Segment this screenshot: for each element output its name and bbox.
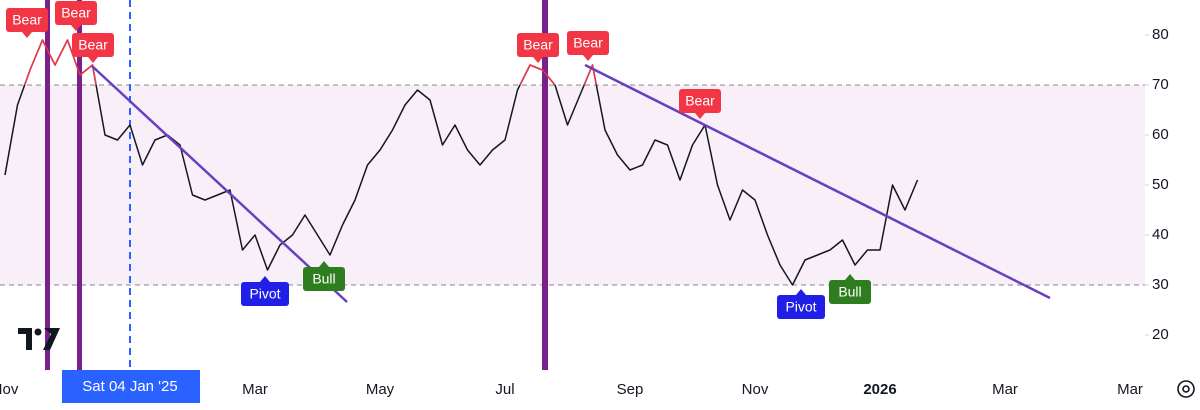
annotation: Bear [679,89,721,119]
annotation-pointer [533,57,543,63]
annotation-box [777,295,825,319]
annotation: Bear [517,33,559,63]
y-tick-label: 70 [1152,76,1169,93]
annotation-pointer [71,25,81,31]
annotation-label: Bear [523,37,553,53]
annotation-label: Pivot [785,299,816,315]
x-tick-label: Jul [495,381,514,398]
event-lines [45,0,548,370]
annotation-label: Bear [61,5,91,21]
annotation-box [829,280,871,304]
settings-core[interactable] [1182,385,1190,393]
annotation-pointer [319,261,329,267]
y-tick-label: 80 [1152,26,1169,43]
x-tick-label: Mar [992,381,1018,398]
y-tick-label: 40 [1152,226,1169,243]
rsi-line [4,39,919,286]
annotation-pointer [260,276,270,282]
logo-part [18,328,32,350]
logo-part [34,328,42,336]
annotation-box [241,282,289,306]
annotation-box [6,8,48,32]
annotation-pointer [22,32,32,38]
annotation-box [517,33,559,57]
x-tick-label: 2026 [863,381,896,398]
annotation: Bear [72,33,114,63]
event-line [77,0,82,370]
price-axis-panel [1145,0,1200,370]
trendlines [91,63,1051,303]
annotation-box [55,1,97,25]
annotation: Bear [6,8,48,38]
annotation-label: Bear [78,37,108,53]
y-tick-label: 30 [1152,276,1169,293]
crosshair-label-bg [62,370,200,403]
annotation-label: Bear [573,35,603,51]
annotation: Bull [829,274,871,304]
band [0,85,1145,285]
x-tick-label: May [366,381,395,398]
annotation-box [72,33,114,57]
event-line [45,0,50,370]
event-line [542,0,548,370]
crosshair-label: Sat 04 Jan '25 [82,378,177,395]
annotation-box [303,267,345,291]
annotation-label: Bull [838,284,861,300]
annotation-pointer [695,113,705,119]
annotation-label: Pivot [249,286,280,302]
trendline [91,65,348,303]
trendline [584,63,1051,300]
annotation: Pivot [241,276,289,306]
annotation-pointer [583,55,593,61]
annotation: Pivot [777,289,825,319]
y-tick-label: 50 [1152,176,1169,193]
logo [18,328,60,350]
annotation-pointer [88,57,98,63]
y-tick-label: 60 [1152,126,1169,143]
settings-ring[interactable] [1177,380,1195,398]
annotation-pointer [796,289,806,295]
annotation: Bull [303,261,345,291]
settings-icon[interactable] [1177,380,1195,398]
x-tick-label: Nov [742,381,769,398]
annotation-label: Bear [685,93,715,109]
x-tick-label: Mar [1117,381,1143,398]
logo-part [43,328,60,350]
annotation: Bear [55,1,97,31]
annotation-label: Bull [312,271,335,287]
x-tick-label: Nov [0,381,19,398]
annotation-box [567,31,609,55]
annotation-pointer [845,274,855,280]
annotation: Bear [567,31,609,61]
annotation-box [679,89,721,113]
x-tick-label: Sep [617,381,644,398]
annotation-label: Bear [12,12,42,28]
x-tick-label: Mar [242,381,268,398]
y-tick-label: 20 [1152,326,1169,343]
